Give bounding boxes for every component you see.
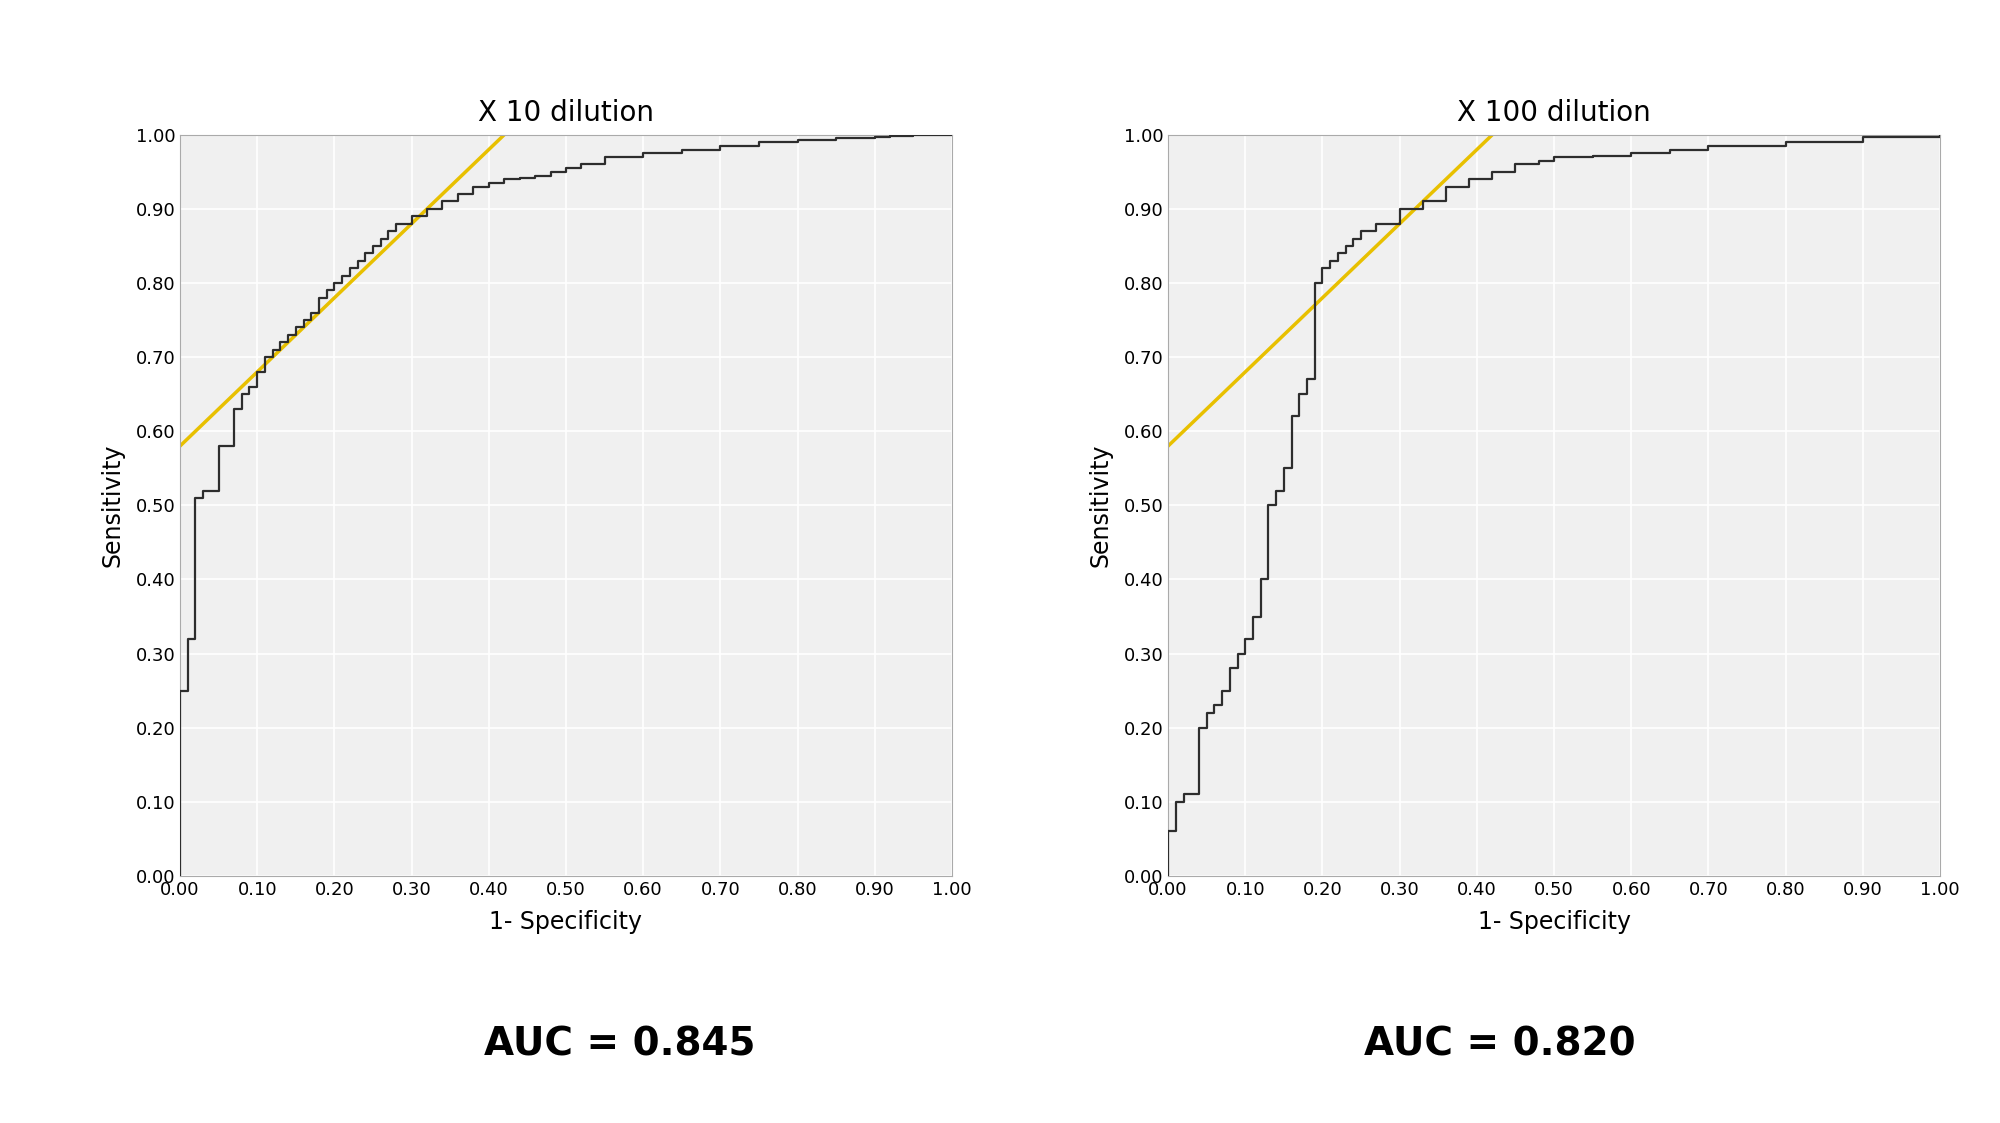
X-axis label: 1- Specificity: 1- Specificity: [490, 910, 642, 934]
X-axis label: 1- Specificity: 1- Specificity: [1478, 910, 1630, 934]
Y-axis label: Sensitivity: Sensitivity: [1088, 444, 1112, 567]
Y-axis label: Sensitivity: Sensitivity: [100, 444, 124, 567]
Title: X 100 dilution: X 100 dilution: [1458, 99, 1650, 127]
Title: X 10 dilution: X 10 dilution: [478, 99, 654, 127]
Text: AUC = 0.820: AUC = 0.820: [1364, 1025, 1636, 1063]
Text: AUC = 0.845: AUC = 0.845: [484, 1025, 756, 1063]
